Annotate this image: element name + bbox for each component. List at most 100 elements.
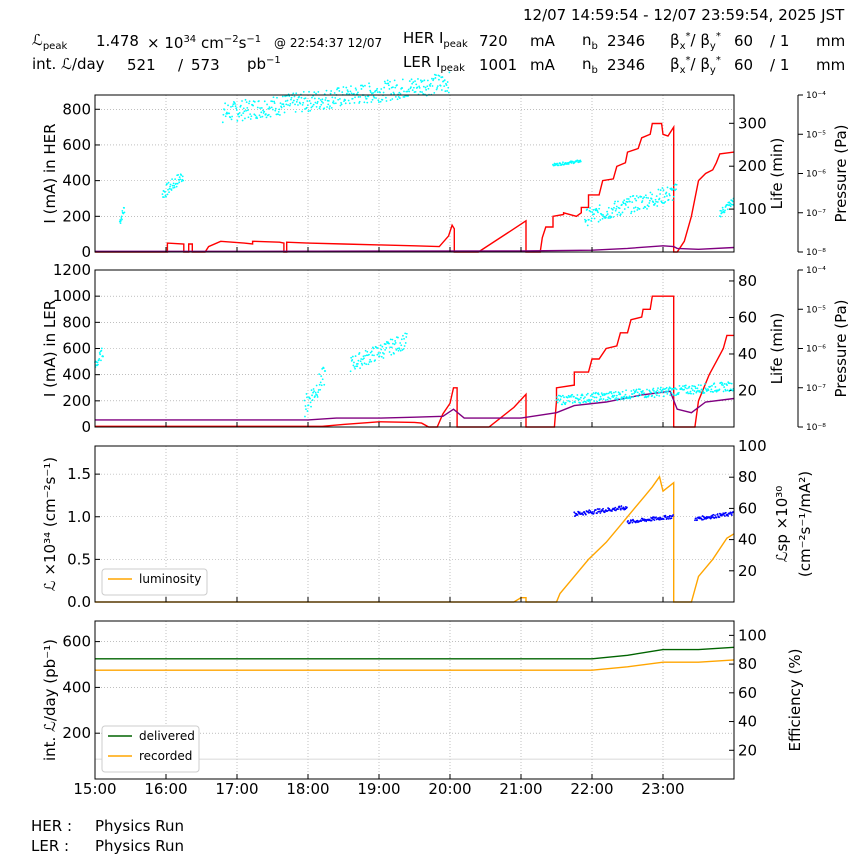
ler-life-point (658, 391, 661, 394)
her-y3label: Pressure (Pa) (832, 124, 850, 222)
lumi-specific-point (730, 514, 733, 517)
her-life-point (590, 220, 593, 222)
her-life-point (659, 189, 662, 192)
her-life-point (295, 92, 298, 95)
her-life-point (269, 115, 272, 118)
her-life-point (344, 99, 347, 101)
her-life-point (329, 105, 331, 108)
her-life-point (377, 99, 380, 102)
her-life-point (349, 90, 352, 93)
her-unit: mA (530, 32, 555, 50)
her-life-point (422, 85, 425, 88)
ler-life-point (559, 398, 562, 401)
her-life-point (606, 213, 609, 215)
her-life-point (279, 102, 282, 105)
her-nb-label: nb (582, 31, 598, 52)
ler-life-point (702, 390, 705, 393)
her-life-point (611, 212, 614, 214)
her-life-point (348, 102, 351, 105)
her-life-point (614, 200, 616, 203)
ler-life-point (722, 390, 725, 393)
her-life-point (299, 102, 302, 105)
ler-life-point (613, 394, 616, 397)
lpeak-label: ℒpeak (32, 31, 68, 52)
her-life-point (265, 116, 268, 119)
ler-life-point (631, 393, 634, 396)
lumi-specific-point (670, 517, 673, 520)
ler-current-line (95, 295, 734, 428)
her-y2tick-label: 300 (738, 114, 767, 132)
lumi-specific-point (573, 511, 576, 514)
her-life-point (389, 99, 392, 102)
her-life-point (227, 104, 229, 107)
her-life-point (291, 101, 294, 104)
her-life-point (435, 74, 437, 77)
ler-life-point (686, 387, 688, 390)
her-life-point (230, 106, 232, 108)
her-life-point (605, 216, 607, 219)
her-life-point (654, 198, 657, 201)
her-life-point (319, 99, 322, 101)
ler-beta-sep: / 1 (770, 56, 790, 74)
her-life-point (241, 100, 243, 102)
her-life-point (729, 202, 732, 205)
her-life-point (301, 103, 304, 106)
lumi-ytick-label: 0.0 (67, 593, 91, 611)
her-life-point (322, 101, 324, 104)
lumi-specific-point (619, 508, 622, 511)
her-life-point (232, 103, 235, 106)
ler-life-point (650, 391, 652, 394)
ler-life-point (393, 352, 395, 355)
her-life-point (403, 96, 406, 98)
her-life-point (178, 176, 181, 179)
her-life-point (250, 115, 253, 118)
her-life-point (559, 162, 562, 165)
her-life-point (629, 200, 631, 203)
her-life-point (369, 89, 372, 92)
her-life-point (398, 91, 401, 94)
her-life-point (323, 107, 326, 110)
her-life-point (416, 86, 419, 89)
lumi-specific-point (667, 517, 670, 520)
her-life-point (635, 199, 638, 202)
her-life-point (625, 204, 627, 206)
ler-life-point (381, 345, 384, 348)
her-life-point (408, 80, 411, 82)
ler-life-point (602, 398, 605, 400)
ler-life-point (651, 388, 654, 391)
her-life-point (438, 75, 441, 77)
her-life-point (383, 86, 386, 89)
her-life-point (278, 108, 281, 111)
ler-life-point (359, 360, 362, 363)
lumi-legend-label: luminosity (139, 572, 201, 586)
lpeak-exp: 34 (183, 34, 197, 45)
her-life-point (631, 201, 634, 204)
ler-life-point (593, 396, 596, 399)
ler-label-text: LER I (403, 53, 441, 71)
lumi-y2tick-label: 60 (738, 499, 757, 517)
ler-life-point (97, 359, 100, 362)
her-life-point (379, 91, 381, 94)
intl-xtick-label: 22:00 (570, 780, 613, 798)
her-life-point (615, 205, 618, 208)
ler-life-point (396, 347, 399, 350)
ler-life-point (397, 336, 399, 339)
ler-life-point (704, 387, 707, 390)
her-life-point (169, 185, 171, 188)
ler-y2label: Life (min) (768, 313, 786, 385)
ler-y3tick-label: 10⁻⁷ (806, 384, 826, 394)
her-life-point (223, 108, 226, 111)
her-life-point (221, 121, 224, 124)
ler-life-point (629, 396, 632, 399)
her-life-point (258, 114, 261, 117)
ler-life-point (673, 394, 676, 397)
her-life-point (668, 194, 671, 197)
her-pressure-line (95, 245, 735, 252)
ler-life-point (670, 391, 673, 394)
her-life-point (418, 85, 421, 88)
her-life-point (392, 86, 394, 89)
her-life-point (440, 89, 443, 91)
ler-life-point (633, 392, 636, 395)
her-y3tick-label: 10⁻⁵ (806, 130, 826, 140)
intl-legend-label: recorded (139, 749, 192, 763)
